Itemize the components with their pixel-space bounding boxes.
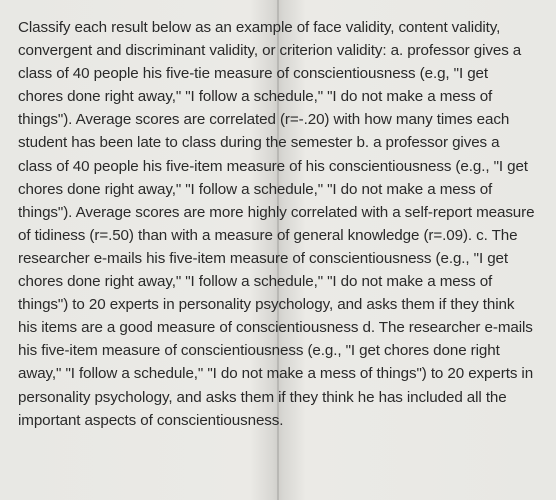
document-content: Classify each result below as an example… xyxy=(0,0,556,448)
paragraph-text: Classify each result below as an example… xyxy=(18,16,536,432)
